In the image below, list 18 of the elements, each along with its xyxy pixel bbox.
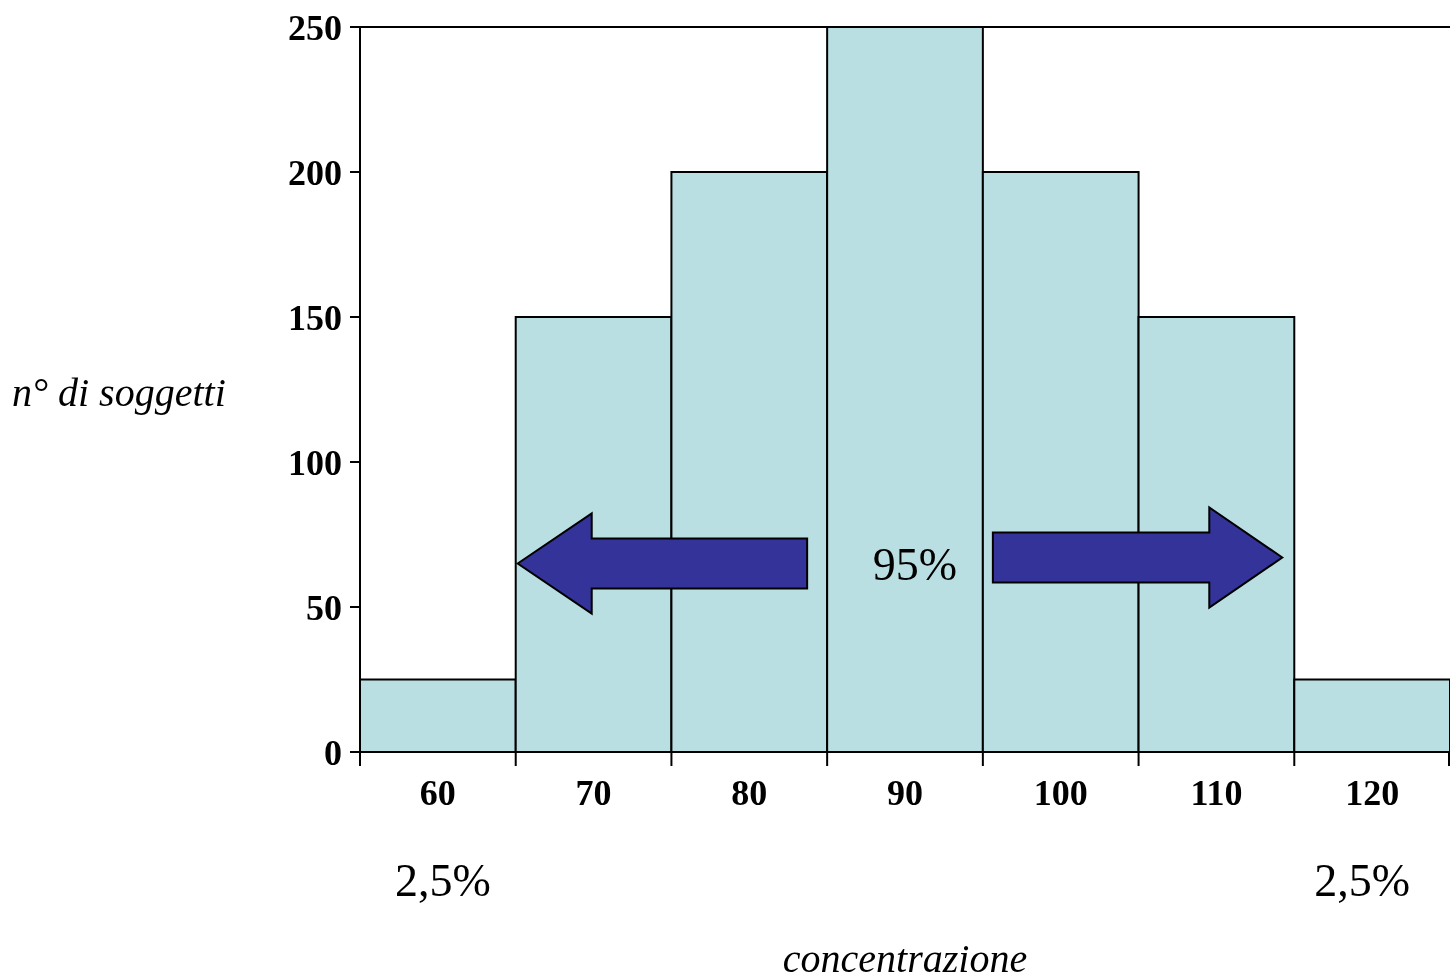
x-tick-label: 90 — [887, 773, 923, 813]
annotation: 95% — [872, 538, 958, 590]
text: 2,5% — [394, 855, 491, 907]
x-tick-label: 100 — [1033, 773, 1088, 813]
text: 2,5% — [1314, 855, 1411, 907]
x-axis-title: concentrazione — [782, 936, 1028, 974]
x-tick-label: 80 — [731, 773, 768, 813]
y-tick-label: 0 — [324, 732, 342, 773]
x-tick-label: 70 — [575, 773, 612, 813]
y-axis-title: n° di soggetti — [12, 370, 226, 415]
y-tick-label: 250 — [288, 7, 342, 48]
x-tick-label: 120 — [1345, 773, 1400, 813]
y-tick-label: 200 — [288, 152, 342, 193]
y-tick-label: 50 — [306, 587, 342, 628]
x-tick-label: 60 — [419, 773, 456, 813]
x-tick-label: 110 — [1190, 773, 1243, 813]
y-tick-label: 150 — [288, 297, 342, 338]
y-tick-label: 100 — [288, 442, 342, 483]
